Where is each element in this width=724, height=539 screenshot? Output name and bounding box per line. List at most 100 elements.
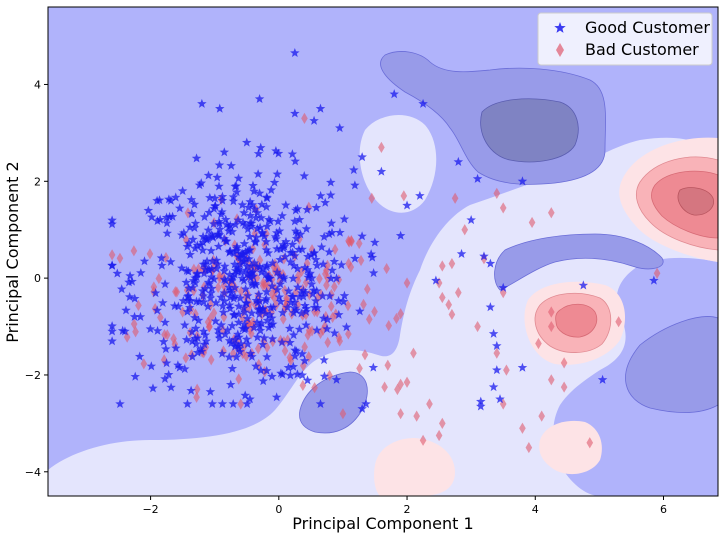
good-customer-point (290, 108, 300, 118)
good-customer-point (466, 215, 476, 225)
good-customer-point (182, 399, 193, 409)
bad-customer-point (400, 190, 408, 202)
good-customer-point (295, 229, 306, 239)
good-customer-point (315, 190, 326, 200)
good-customer-point (225, 285, 235, 295)
good-customer-point (216, 209, 226, 219)
bad-customer-point (130, 318, 138, 330)
good-customer-point (311, 286, 322, 296)
y-tick-label: −4 (25, 466, 41, 479)
good-customer-point (476, 396, 486, 406)
bad-customer-point (173, 286, 181, 298)
good-customer-point (233, 173, 244, 183)
good-customer-point (124, 291, 135, 302)
bad-customer-point (204, 316, 212, 328)
good-customer-point (107, 215, 117, 225)
good-customer-point (261, 269, 271, 279)
good-customer-point (300, 300, 310, 310)
good-customer-point (228, 196, 239, 206)
good-customer-point (415, 190, 425, 200)
x-tick-label: 4 (532, 503, 539, 516)
good-customer-point (290, 205, 301, 215)
good-customer-point (261, 236, 271, 246)
good-customer-point (192, 269, 202, 279)
bad-customer-point (480, 253, 488, 265)
good-customer-point (370, 237, 380, 247)
good-customer-point (232, 243, 242, 253)
good-customer-point (157, 260, 167, 270)
bad-customer-point (304, 329, 312, 341)
good-customer-point (229, 310, 239, 320)
bad-customer-point (493, 347, 501, 359)
contour-red-dark-center (555, 303, 598, 338)
good-customer-point (233, 215, 243, 225)
good-customer-point (187, 336, 198, 346)
bad-customer-point (245, 302, 253, 314)
good-customer-point (209, 274, 219, 284)
good-customer-point (267, 333, 278, 344)
bad-customer-point (301, 112, 308, 124)
legend: Good Customer Bad Customer (537, 12, 713, 66)
good-customer-point (301, 223, 312, 233)
good-customer-point (249, 186, 259, 196)
good-customer-point (145, 324, 156, 334)
good-customer-point (230, 181, 240, 191)
good-customer-point (183, 266, 194, 276)
good-customer-point (273, 148, 284, 158)
good-customer-point (213, 229, 223, 239)
bad-customer-point (499, 287, 507, 299)
bad-customer-point (214, 281, 222, 294)
good-customer-point (277, 210, 287, 220)
good-customer-point (254, 289, 264, 299)
bad-customer-point (281, 345, 289, 357)
bad-customer-point (135, 299, 142, 312)
good-customer-point (290, 351, 300, 361)
good-customer-point (297, 287, 307, 298)
bad-customer-point (393, 312, 400, 325)
bad-customer-point (448, 258, 456, 270)
good-customer-point (453, 156, 464, 166)
good-customer-point (245, 348, 256, 358)
good-customer-point (219, 274, 230, 284)
good-customer-point (267, 281, 277, 291)
good-customer-point (190, 312, 200, 322)
good-customer-point (171, 343, 181, 353)
bad-customer-point (281, 303, 289, 315)
bad-customer-point (157, 311, 164, 324)
bad-customer-point (280, 313, 287, 325)
bad-customer-point (206, 321, 213, 333)
good-customer-point (485, 258, 496, 268)
bad-customer-point (439, 260, 446, 272)
good-customer-point (205, 386, 216, 396)
good-customer-point (239, 238, 250, 248)
good-customer-point (210, 316, 221, 326)
bad-customer-point (586, 437, 594, 449)
bad-customer-point (413, 410, 420, 422)
bad-customer-point (219, 324, 227, 336)
legend-good-customer-star-icon (554, 22, 566, 33)
good-customer-point (266, 185, 276, 195)
good-customer-point (289, 260, 299, 270)
bad-customer-point (163, 329, 171, 341)
good-customer-point (186, 194, 197, 204)
good-customer-point (206, 245, 216, 255)
bad-customer-point (299, 379, 307, 392)
bad-customer-point (493, 187, 501, 200)
bad-customer-point (294, 299, 302, 311)
good-customer-point (272, 169, 283, 179)
good-customer-point (218, 301, 228, 311)
good-customer-point (240, 390, 250, 400)
scatter-points (107, 48, 661, 454)
good-customer-point (311, 254, 321, 264)
good-customer-point (317, 291, 328, 301)
good-customer-point (294, 244, 304, 254)
good-customer-point (253, 305, 264, 315)
good-customer-point (225, 220, 235, 230)
good-customer-point (291, 346, 302, 356)
good-customer-point (245, 210, 256, 220)
bad-customer-point (451, 192, 459, 204)
good-customer-point (251, 361, 261, 371)
bad-customer-point (503, 364, 510, 376)
good-customer-point (262, 221, 272, 231)
